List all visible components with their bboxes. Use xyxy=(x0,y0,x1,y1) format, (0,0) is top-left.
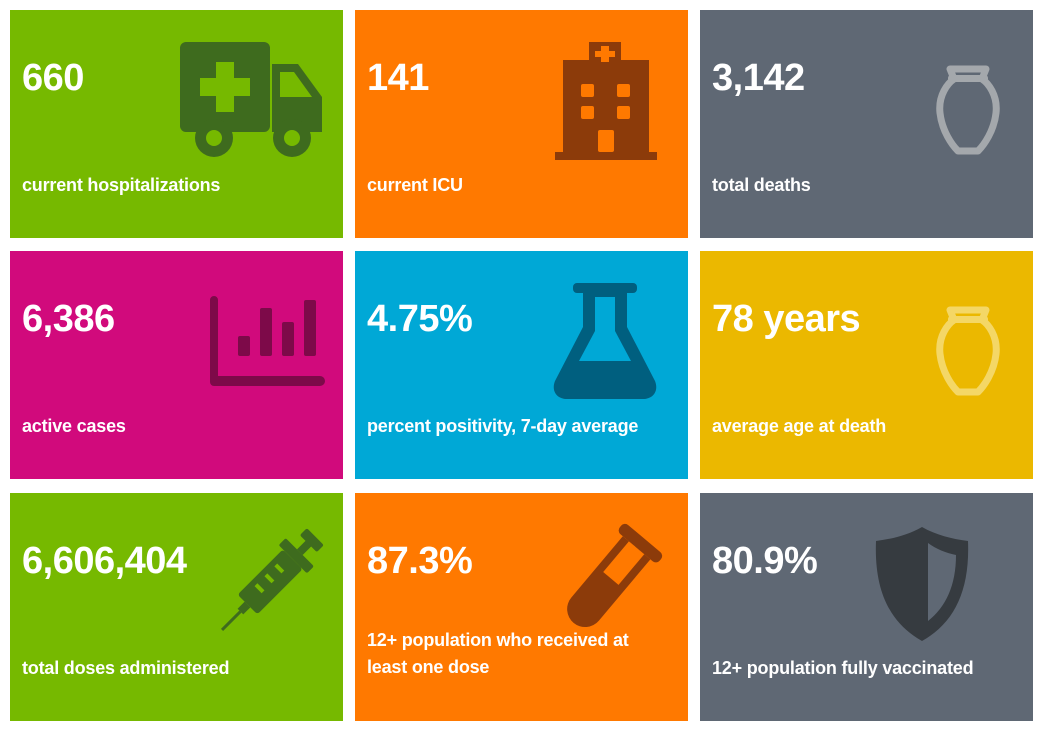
stat-label: average age at death xyxy=(712,416,887,436)
hospital-icon xyxy=(555,42,657,160)
stat-label: total doses administered xyxy=(22,658,230,678)
stat-label: active cases xyxy=(22,416,126,436)
stat-value: 3,142 xyxy=(712,57,805,99)
stat-tile-active-cases: 6,386 active cases xyxy=(10,251,343,479)
stat-label: 12+ population fully vaccinated xyxy=(712,658,974,678)
urn-icon xyxy=(936,306,1000,396)
stat-value: 660 xyxy=(22,57,84,99)
stat-tile-hospitalizations: 660 current hospitalizations xyxy=(10,10,343,238)
stat-tile-percent-positivity: 4.75% percent positivity, 7-day average xyxy=(355,251,688,479)
urn-icon xyxy=(936,65,1000,155)
bar-chart-icon xyxy=(210,296,326,388)
stat-tile-one-dose: 87.3% 12+ population who received at lea… xyxy=(355,493,688,721)
stat-label: current ICU xyxy=(367,175,463,195)
stat-label: 12+ population who received at least one… xyxy=(367,630,629,677)
stat-value: 6,606,404 xyxy=(22,540,187,582)
stat-label: current hospitalizations xyxy=(22,175,221,195)
stat-tile-average-age: 78 years average age at death xyxy=(700,251,1033,479)
test-tube-icon xyxy=(551,521,663,645)
stat-value: 78 years xyxy=(712,298,861,340)
stat-value: 141 xyxy=(367,57,429,99)
shield-icon xyxy=(872,525,972,643)
ambulance-icon xyxy=(180,42,325,157)
flask-icon xyxy=(553,283,657,401)
stat-tile-icu: 141 current ICU xyxy=(355,10,688,238)
syringe-icon xyxy=(208,525,328,643)
stat-tile-total-doses: 6,606,404 total doses administered xyxy=(10,493,343,721)
stat-tile-fully-vaccinated: 80.9% 12+ population fully vaccinated xyxy=(700,493,1033,721)
stat-label: total deaths xyxy=(712,175,811,195)
stat-value: 4.75% xyxy=(367,298,473,340)
stat-label: percent positivity, 7-day average xyxy=(367,416,639,436)
stat-value: 6,386 xyxy=(22,298,115,340)
stat-value: 87.3% xyxy=(367,540,473,582)
stat-tile-total-deaths: 3,142 total deaths xyxy=(700,10,1033,238)
stat-value: 80.9% xyxy=(712,540,818,582)
